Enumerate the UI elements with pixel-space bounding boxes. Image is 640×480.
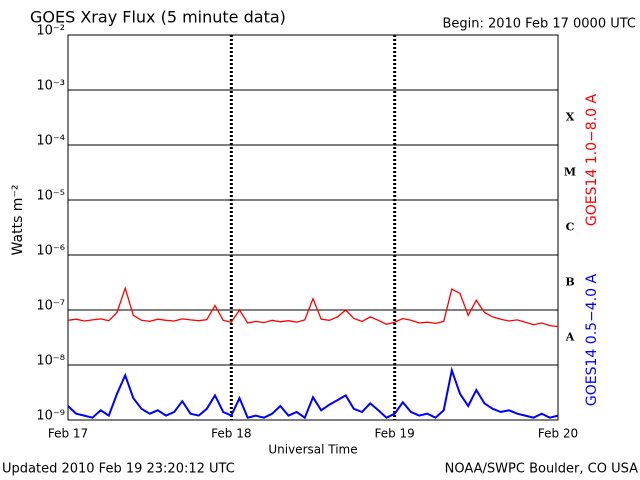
chart-title: GOES Xray Flux (5 minute data) [30, 8, 286, 27]
footer-left: Updated 2010 Feb 19 23:20:12 UTC [2, 462, 235, 477]
legend-label: GOES14 1.0−8.0 A [584, 94, 600, 227]
x-tick-label: Feb 20 [538, 427, 578, 441]
y-axis-label: Watts m⁻² [10, 185, 26, 256]
flare-class: X [566, 111, 575, 124]
legend-label: GOES14 0.5−4.0 A [584, 274, 600, 407]
footer-right: NOAA/SWPC Boulder, CO USA [445, 462, 638, 477]
x-tick-label: Feb 18 [211, 427, 251, 441]
x-tick-label: Feb 17 [48, 427, 88, 441]
series-line [67, 285, 559, 328]
x-axis-label: Universal Time [268, 443, 357, 457]
flare-class: C [566, 221, 575, 234]
y-tick-label: 10⁻³ [36, 79, 65, 94]
plot-frame [67, 34, 559, 421]
flare-class: B [565, 276, 574, 289]
y-tick-label: 10⁻⁷ [36, 299, 65, 314]
y-tick-label: 10⁻⁴ [36, 134, 65, 149]
subtitle: Begin: 2010 Feb 17 0000 UTC [442, 17, 636, 32]
y-tick-label: 10⁻⁶ [36, 244, 65, 259]
y-tick-label: 10⁻² [36, 24, 65, 39]
y-tick-label: 10⁻⁹ [36, 409, 65, 424]
series-line [67, 366, 559, 420]
flare-class: A [565, 331, 575, 344]
y-tick-label: 10⁻⁵ [36, 189, 65, 204]
flare-class: M [564, 166, 576, 179]
x-tick-label: Feb 19 [374, 427, 414, 441]
y-tick-label: 10⁻⁸ [36, 354, 65, 369]
